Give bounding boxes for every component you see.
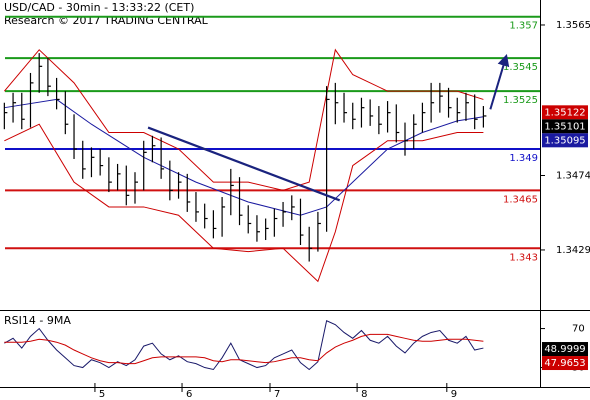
y-tick-label: 1.3429	[556, 245, 590, 256]
x-tick-label: 7	[274, 389, 280, 400]
level-label: 1.3545	[503, 62, 538, 73]
level-label: 1.343	[509, 252, 538, 263]
price-tag-label: 48.9999	[544, 344, 585, 355]
price-tag-label: 1.35101	[544, 121, 585, 132]
level-label: 1.3465	[503, 194, 538, 205]
price-tag	[542, 105, 588, 120]
indicator-line	[4, 123, 484, 283]
level-label: 1.3525	[503, 95, 538, 106]
y-tick-label: 1.3474	[556, 171, 590, 182]
level-label: 1.357	[509, 21, 538, 32]
price-tag-label: 1.35095	[544, 135, 585, 146]
price-tag-label: 47.9653	[544, 358, 585, 369]
forecast-arrow	[489, 53, 510, 110]
rsi-line	[4, 333, 484, 365]
price-tag	[542, 119, 588, 134]
level-label: 1.349	[509, 153, 538, 164]
price-tag	[542, 342, 588, 357]
price-tag	[542, 356, 588, 371]
price-tag-label: 1.35122	[544, 107, 585, 118]
y-tick-label: 70	[572, 324, 585, 335]
x-tick-label: 6	[186, 389, 192, 400]
x-tick-label: 8	[361, 389, 367, 400]
x-tick-label: 5	[99, 389, 105, 400]
rsi-title: RSI14 - 9MA	[4, 314, 71, 327]
chart-title: USD/CAD - 30min - 13:33:22 (CET)	[4, 1, 194, 14]
indicator-line	[3, 48, 484, 191]
rsi-line	[4, 320, 484, 371]
x-tick-label: 9	[451, 389, 457, 400]
y-tick-label: 1.3565	[556, 20, 590, 31]
price-tag	[542, 133, 588, 148]
trend-line	[147, 126, 341, 202]
